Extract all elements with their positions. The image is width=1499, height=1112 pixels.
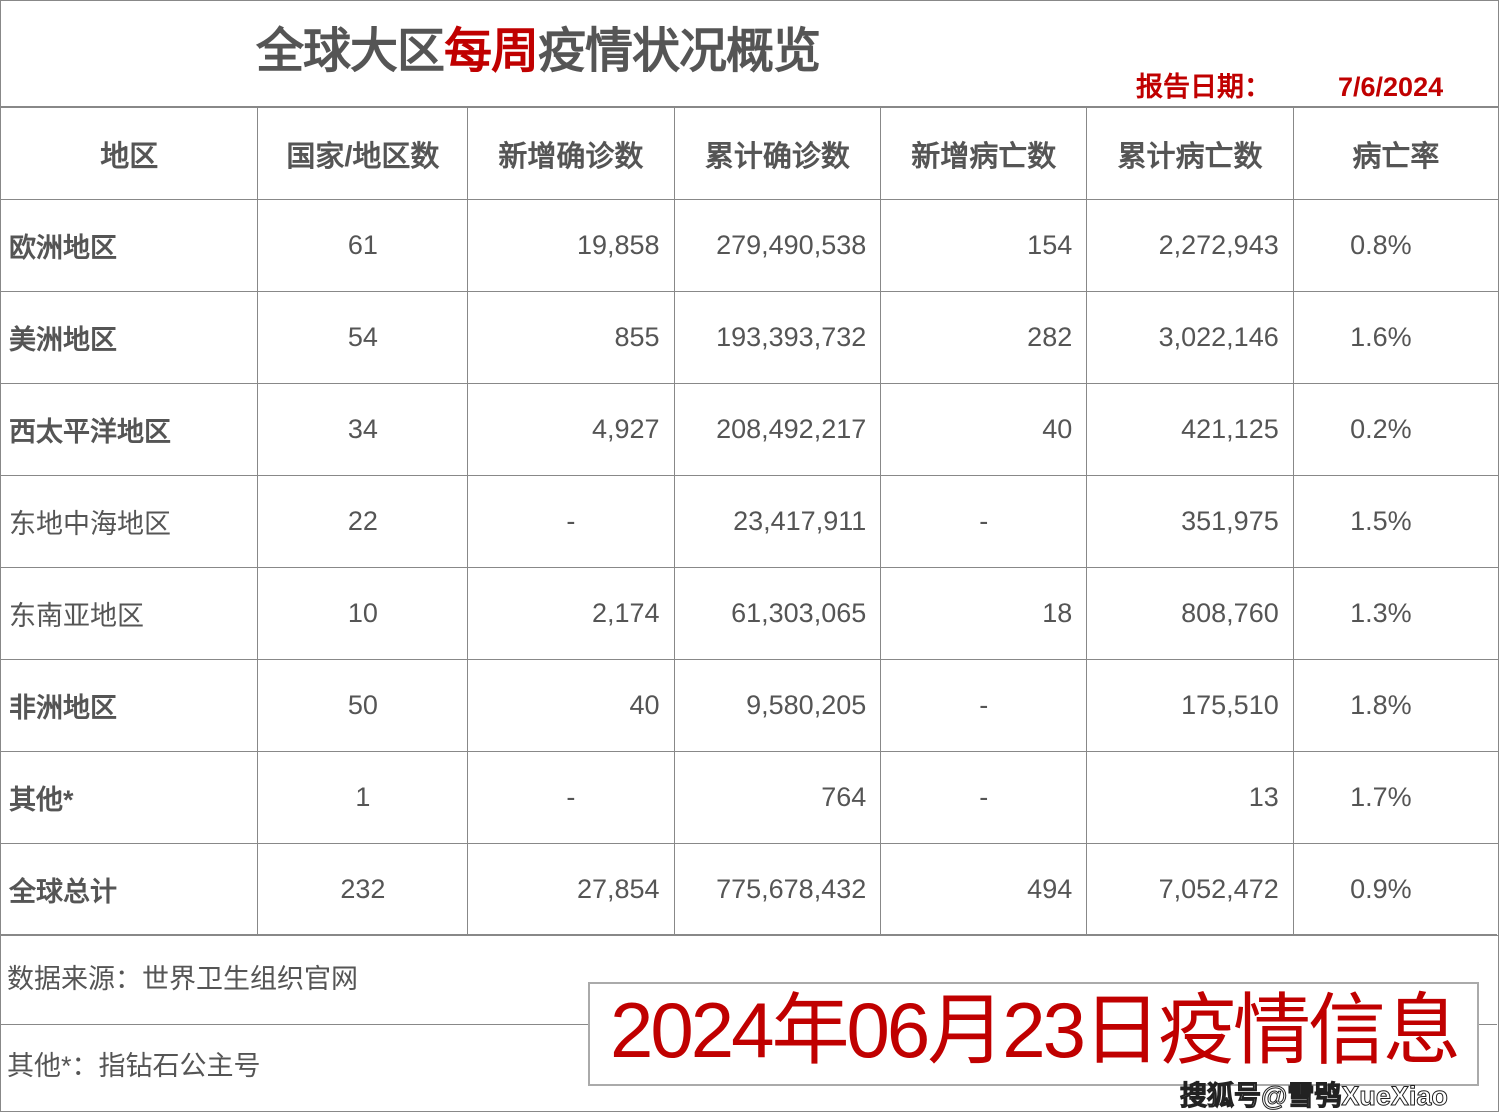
data-cell: 175,510	[1086, 659, 1294, 752]
data-cell: 34	[257, 383, 469, 476]
title-prefix: 全球大区	[256, 25, 445, 78]
data-cell: 808,760	[1086, 567, 1294, 660]
data-cell: -	[880, 751, 1088, 844]
data-cell: 154	[880, 199, 1088, 292]
data-table: 地区 国家/地区数 新增确诊数 累计确诊数 新增病亡数 累计病亡数 病亡率 欧洲地区 61 19…	[0, 106, 1499, 936]
data-cell: 54	[257, 291, 469, 384]
report-date: 7/6/2024	[1338, 72, 1444, 102]
data-cell: 1.6%	[1292, 291, 1499, 384]
table-row: 其他* 1-764-13 1.7%	[0, 751, 1499, 844]
region-cell: 非洲地区	[0, 659, 259, 752]
data-cell: 494	[880, 843, 1088, 936]
table-row: 东南亚地区 10 2,174 61,303,065 18 808,760 1.3%	[0, 567, 1499, 660]
region-cell: 全球总计	[0, 843, 259, 936]
page-title: 全球大区每周疫情状况概览	[256, 25, 821, 78]
data-cell: 9,580,205	[673, 659, 882, 752]
data-cell: 61,303,065	[673, 567, 882, 660]
date-banner: 2024年06月23日疫情信息	[588, 982, 1479, 1086]
data-cell: 208,492,217	[673, 383, 882, 476]
data-cell: -	[467, 751, 675, 844]
data-cell: 23,417,911	[673, 475, 882, 568]
header-row: 地区 国家/地区数 新增确诊数 累计确诊数 新增病亡数 累计病亡数 病亡率	[0, 106, 1499, 200]
region-cell: 美洲地区	[0, 291, 259, 384]
data-cell: 764	[673, 751, 882, 844]
data-cell: -	[880, 475, 1088, 568]
region-cell: 西太平洋地区	[0, 383, 259, 476]
column-header: 病亡率	[1292, 106, 1499, 200]
data-cell: 50	[257, 659, 469, 752]
column-header: 国家/地区数	[257, 106, 469, 200]
data-cell: 351,975	[1086, 475, 1294, 568]
watermark: 搜狐号@雪鸮XueXiao	[1180, 1081, 1449, 1111]
title-suffix: 疫情状况概览	[538, 25, 821, 78]
data-cell: 40	[880, 383, 1088, 476]
data-cell: 0.8%	[1292, 199, 1499, 292]
data-cell: -	[467, 475, 675, 568]
region-cell: 东南亚地区	[0, 567, 259, 660]
data-cell: 4,927	[467, 383, 675, 476]
data-cell: 1.3%	[1292, 567, 1499, 660]
data-cell: 1.5%	[1292, 475, 1499, 568]
data-cell: 232	[257, 843, 469, 936]
data-cell: 13	[1086, 751, 1294, 844]
footer-source-row: 数据来源：世界卫生组织官网	[0, 934, 1497, 1026]
table-row: 西太平洋地区 34 4,927 208,492,217 40 421,125 0.2%	[0, 383, 1499, 476]
data-cell: 10	[257, 567, 469, 660]
column-header: 地区	[0, 106, 259, 200]
report-date-label: 报告日期：	[1136, 72, 1271, 102]
note-text: 其他*：指钻石公主号	[7, 1051, 261, 1081]
data-cell: 2,174	[467, 567, 675, 660]
data-cell: 855	[467, 291, 675, 384]
data-cell: 19,858	[467, 199, 675, 292]
data-cell: 1.8%	[1292, 659, 1499, 752]
region-cell: 欧洲地区	[0, 199, 259, 292]
column-header: 新增病亡数	[880, 106, 1088, 200]
data-cell: 0.2%	[1292, 383, 1499, 476]
data-cell: 0.9%	[1292, 843, 1499, 936]
data-cell: -	[880, 659, 1088, 752]
table-row: 美洲地区 54 855 193,393,732 282 3,022,146 1.6%	[0, 291, 1499, 384]
title-highlight: 每周	[444, 25, 539, 78]
date-banner-text: 2024年06月23日疫情信息	[610, 986, 1461, 1074]
data-cell: 61	[257, 199, 469, 292]
data-cell: 282	[880, 291, 1088, 384]
data-cell: 193,393,732	[673, 291, 882, 384]
region-cell: 其他*	[0, 751, 259, 844]
data-cell: 1	[257, 751, 469, 844]
region-cell: 东地中海地区	[0, 475, 259, 568]
table-row: 欧洲地区 61 19,858 279,490,538 154 2,272,943 0.8%	[0, 199, 1499, 292]
data-cell: 3,022,146	[1086, 291, 1294, 384]
table-row: 非洲地区 50 40 9,580,205-175,510 1.8%	[0, 659, 1499, 752]
data-cell: 2,272,943	[1086, 199, 1294, 292]
column-header: 累计确诊数	[673, 106, 882, 200]
data-cell: 7,052,472	[1086, 843, 1294, 936]
table-row: 全球总计 232 27,854 775,678,432 494 7,052,472 0.9%	[0, 843, 1499, 936]
data-cell: 421,125	[1086, 383, 1294, 476]
data-cell: 18	[880, 567, 1088, 660]
column-header: 新增确诊数	[467, 106, 675, 200]
data-cell: 775,678,432	[673, 843, 882, 936]
data-cell: 40	[467, 659, 675, 752]
data-cell: 279,490,538	[673, 199, 882, 292]
table-row: 东地中海地区 22-23,417,911-351,975 1.5%	[0, 475, 1499, 568]
data-cell: 1.7%	[1292, 751, 1499, 844]
column-header: 累计病亡数	[1086, 106, 1294, 200]
data-cell: 27,854	[467, 843, 675, 936]
data-cell: 22	[257, 475, 469, 568]
source-text: 数据来源：世界卫生组织官网	[7, 964, 358, 994]
